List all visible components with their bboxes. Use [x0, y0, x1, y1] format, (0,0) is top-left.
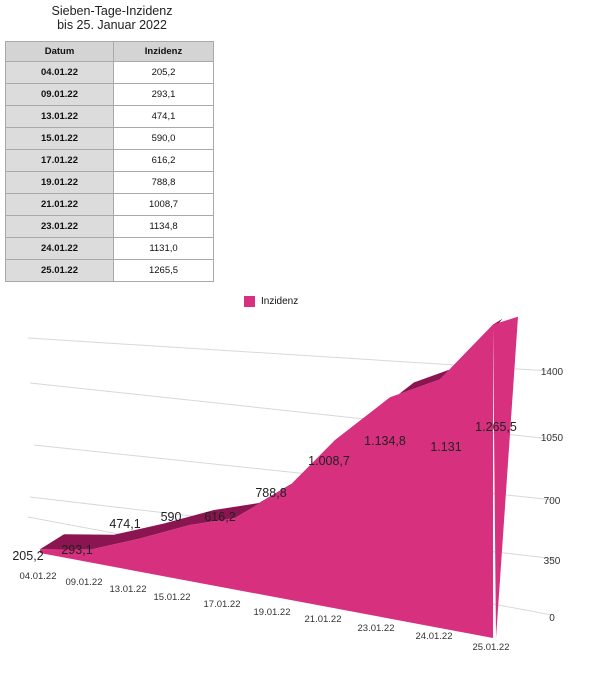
- legend-label: Inzidenz: [261, 296, 299, 307]
- y-tick-label-0: 0: [549, 613, 555, 624]
- data-label: 1.008,7: [308, 454, 350, 468]
- x-tick-label: 13.01.22: [110, 584, 147, 595]
- cell-datum: 23.01.22: [5, 215, 114, 238]
- data-label: 293,1: [61, 543, 92, 557]
- cell-inzidenz: 205,2: [113, 61, 214, 84]
- cell-datum: 24.01.22: [5, 237, 114, 260]
- table-body: 04.01.22 205,2 09.01.22 293,1 13.01.22 474,1 1…: [5, 61, 214, 282]
- table-row: 24.01.22 1131,0: [5, 237, 214, 260]
- table-row: 09.01.22 293,1: [5, 83, 214, 106]
- y-tick-label-350: 350: [544, 556, 561, 567]
- table-row: 25.01.22 1265,5: [5, 259, 214, 282]
- table-row: 19.01.22 788,8: [5, 171, 214, 194]
- y-tick-label-1050: 1050: [541, 433, 564, 444]
- cell-datum: 17.01.22: [5, 149, 114, 172]
- data-label: 788,8: [255, 486, 286, 500]
- y-tick-label-700: 700: [544, 496, 561, 507]
- table-row: 21.01.22 1008,7: [5, 193, 214, 216]
- cell-inzidenz: 1131,0: [113, 237, 214, 260]
- table-row: 04.01.22 205,2: [5, 61, 214, 84]
- chart-legend: Inzidenz: [244, 296, 298, 307]
- cell-inzidenz: 1008,7: [113, 193, 214, 216]
- data-label: 1.265,5: [475, 420, 517, 434]
- table-row: 23.01.22 1134,8: [5, 215, 214, 238]
- cell-inzidenz: 1265,5: [113, 259, 214, 282]
- data-label: 205,2: [12, 549, 43, 563]
- x-tick-label: 19.01.22: [254, 607, 291, 618]
- data-label: 474,1: [109, 517, 140, 531]
- table-row: 15.01.22 590,0: [5, 127, 214, 150]
- data-label: 1.131: [430, 440, 461, 454]
- table-title: Sieben-Tage-Inzidenz bis 25. Januar 2022: [0, 4, 224, 32]
- area-front-face: [40, 324, 493, 638]
- cell-inzidenz: 590,0: [113, 127, 214, 150]
- incidence-table: Datum Inzidenz 04.01.22 205,2 09.01.22 293,…: [5, 41, 214, 282]
- cell-datum: 15.01.22: [5, 127, 114, 150]
- cell-datum: 09.01.22: [5, 83, 114, 106]
- data-label: 616,2: [204, 510, 235, 524]
- x-tick-label: 24.01.22: [416, 631, 453, 642]
- cell-inzidenz: 293,1: [113, 83, 214, 106]
- cell-datum: 25.01.22: [5, 259, 114, 282]
- cell-datum: 21.01.22: [5, 193, 114, 216]
- legend-swatch: [244, 296, 255, 307]
- x-tick-label: 23.01.22: [358, 623, 395, 634]
- data-label: 590: [161, 510, 182, 524]
- cell-datum: 04.01.22: [5, 61, 114, 84]
- cell-datum: 13.01.22: [5, 105, 114, 128]
- x-tick-label: 04.01.22: [20, 571, 57, 582]
- column-header-datum: Datum: [5, 41, 114, 62]
- x-tick-label: 15.01.22: [154, 592, 191, 603]
- x-tick-label: 21.01.22: [305, 614, 342, 625]
- table-row: 17.01.22 616,2: [5, 149, 214, 172]
- x-tick-label: 09.01.22: [66, 577, 103, 588]
- column-header-inzidenz: Inzidenz: [113, 41, 214, 62]
- x-tick-label: 17.01.22: [204, 599, 241, 610]
- cell-inzidenz: 788,8: [113, 171, 214, 194]
- table-title-line-1: Sieben-Tage-Inzidenz: [51, 4, 173, 18]
- cell-datum: 19.01.22: [5, 171, 114, 194]
- table-header-row: Datum Inzidenz: [5, 41, 214, 62]
- table-title-line-2: bis 25. Januar 2022: [57, 18, 167, 32]
- cell-inzidenz: 616,2: [113, 149, 214, 172]
- data-label: 1.134,8: [364, 434, 406, 448]
- x-tick-label: 25.01.22: [473, 642, 510, 653]
- area-side-face: [493, 316, 518, 638]
- y-tick-label-1400: 1400: [541, 367, 564, 378]
